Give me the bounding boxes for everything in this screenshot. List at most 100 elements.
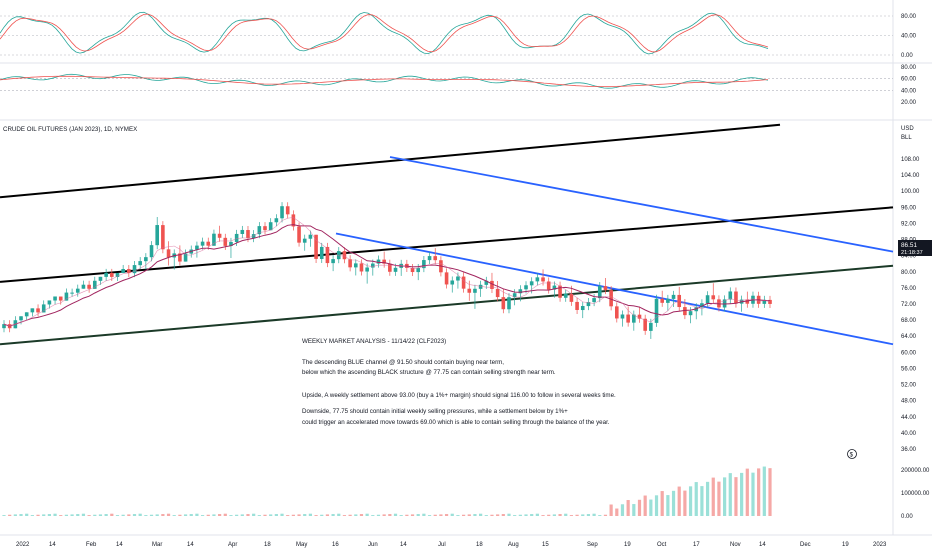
price-tick-label: 36.00 (901, 447, 917, 453)
volume-bar (252, 513, 256, 516)
candle-body (87, 284, 91, 289)
dollar-circle-icon[interactable]: $ (847, 449, 857, 459)
candle-body (251, 234, 256, 239)
time-tick-label: Mar (152, 542, 162, 548)
volume-bar (490, 514, 494, 516)
volume-bar (751, 472, 755, 516)
candle-body (353, 263, 358, 268)
volume-bar (654, 495, 659, 516)
candle-body (467, 288, 472, 293)
volume-bar (110, 513, 114, 516)
osc1-slow-line (0, 13, 769, 53)
candle-body (280, 206, 284, 219)
volume-bar (121, 514, 125, 516)
candle-body (274, 218, 279, 223)
volume-bar (138, 513, 142, 516)
volume-bar (393, 513, 398, 516)
candle-body (722, 299, 727, 308)
time-tick-label: 15 (542, 542, 549, 548)
time-tick-label: 16 (332, 542, 339, 548)
candle-body (53, 296, 57, 301)
candle-body (144, 257, 148, 262)
volume-bar (13, 514, 17, 516)
candle-body (70, 292, 74, 294)
volume-bar (643, 495, 647, 516)
candle-body (535, 277, 540, 282)
volume-bar (649, 499, 653, 516)
volume-layer (2, 466, 772, 516)
candle-body (155, 225, 159, 246)
time-tick-label: Nov (730, 542, 741, 548)
candle-body (569, 293, 574, 302)
osc2-fast-line (0, 73, 769, 89)
candle-body (546, 281, 551, 290)
volume-bar (70, 514, 74, 516)
volume-bar (620, 504, 625, 516)
candle-body (2, 324, 6, 329)
candle-body (127, 269, 131, 274)
grid-layer (0, 0, 932, 536)
volume-bar (25, 513, 29, 516)
volume-bar (376, 514, 381, 516)
candle-body (325, 246, 330, 264)
candle-body (615, 306, 619, 319)
candle-body (484, 280, 489, 285)
price-tick-label: 52.00 (901, 383, 917, 389)
candle-body (507, 297, 511, 310)
candle-body (461, 276, 466, 289)
annotation-title: WEEKLY MARKET ANALYSIS - 11/14/22 (CLF20… (302, 338, 446, 345)
svg-text:$: $ (850, 453, 854, 459)
upper-blue-channel-line (389, 156, 894, 253)
volume-bar (166, 513, 171, 516)
osc2-tick-label: 80.00 (901, 65, 917, 71)
volume-bar (325, 514, 330, 516)
candle-body (195, 245, 199, 250)
candle-body (490, 280, 494, 289)
candle-body (263, 226, 267, 231)
volume-bar (64, 514, 69, 516)
candle-body (64, 292, 69, 301)
volume-bar (132, 514, 137, 516)
volume-bar (671, 490, 676, 516)
osc1-tick-label: 0.00 (901, 53, 913, 59)
price-tick-label: 48.00 (901, 399, 917, 405)
candle-body (586, 302, 591, 307)
annotation-line-5: could trigger an accelerated move toward… (302, 419, 610, 426)
candle-body (291, 214, 296, 227)
volume-bar (530, 514, 534, 516)
candle-body (410, 267, 415, 273)
candle-body (19, 316, 23, 321)
volume-bar (683, 490, 687, 516)
candle-body (178, 253, 182, 262)
candle-body (36, 308, 40, 313)
candle-body (183, 253, 188, 262)
candle-body (285, 206, 290, 215)
time-tick-label: Dec (800, 542, 811, 548)
volume-tick-label: 0.00 (901, 514, 913, 520)
candle-body (376, 259, 381, 264)
volume-bar (269, 514, 273, 516)
volume-bar (149, 514, 154, 516)
candle-body (677, 294, 682, 308)
volume-bar (569, 515, 574, 516)
volume-bar (229, 515, 233, 516)
candle-body (705, 295, 710, 304)
candle-body (666, 298, 670, 303)
candle-body (138, 261, 142, 266)
candle-body (336, 251, 341, 260)
price-tick-label: 108.00 (901, 157, 920, 163)
volume-bar (717, 481, 721, 516)
time-tick-label: 14 (116, 542, 123, 548)
price-tick-label: 44.00 (901, 415, 917, 421)
candle-body (711, 295, 716, 300)
annotation-line-2: below which the ascending BLACK structur… (302, 369, 556, 376)
volume-bar (331, 514, 335, 516)
oscillator-2-axis: 80.00 60.00 40.00 20.00 (901, 65, 917, 106)
candle-body (212, 233, 216, 246)
candle-body (688, 311, 693, 316)
volume-bar (354, 514, 358, 516)
time-tick-label: 2022 (16, 542, 30, 548)
candle-body (626, 314, 630, 323)
volume-bar (541, 515, 545, 516)
